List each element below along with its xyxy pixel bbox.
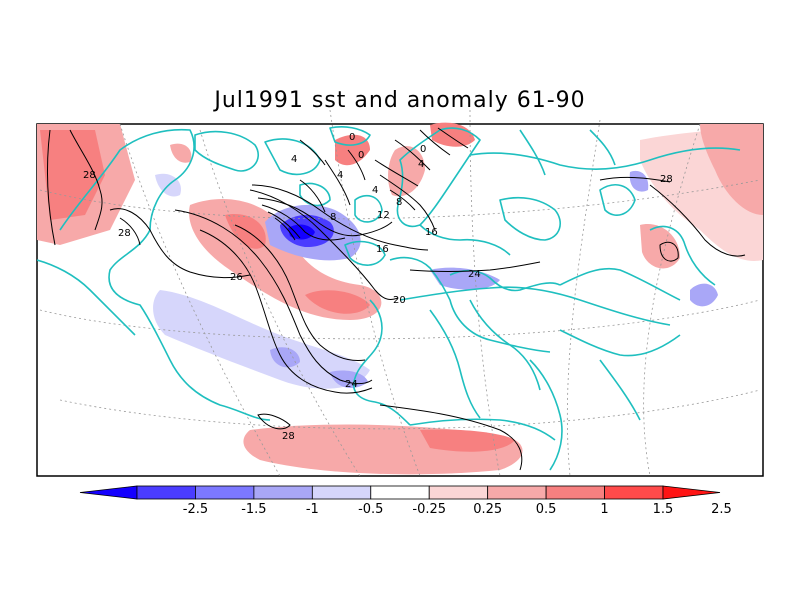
graticule: [39, 109, 761, 476]
contour-labels: 28 28 26 24 28 20 16 12 8 8 4 4 0 0 4 4 …: [83, 132, 673, 442]
colorbar-tick-label: 1: [600, 502, 608, 517]
anomaly-positive-region: [420, 429, 515, 452]
anomaly-positive-region: [388, 146, 425, 197]
contour-label: 4: [372, 185, 378, 196]
anomaly-positive-region: [430, 122, 475, 147]
colorbar-tick-label: -0.5: [358, 502, 383, 517]
colorbar-tick-label: -2.5: [183, 502, 208, 517]
colorbar-segment: [487, 485, 547, 500]
contour-label: 4: [418, 159, 424, 170]
colorbar-tick-label: 2.5: [711, 502, 732, 517]
colorbar-max-arrow: [662, 485, 721, 500]
colorbar-segment: [195, 485, 255, 500]
colorbar-segment: [428, 485, 489, 500]
contour-label: 28: [83, 170, 96, 181]
contour-label: 0: [349, 132, 355, 143]
colorbar-segment: [604, 485, 664, 500]
contour-label: 4: [291, 154, 297, 165]
colorbar-tick-label: 0.25: [473, 502, 502, 517]
anomaly-positive-region: [40, 130, 105, 220]
anomaly-negative-region: [270, 347, 300, 368]
anomaly-positive-region: [170, 143, 192, 163]
contour-label: 24: [345, 379, 358, 390]
contour-label: 24: [468, 269, 481, 280]
contour-label: 16: [425, 227, 438, 238]
sst-contours: [47, 127, 746, 471]
contour-label: 28: [118, 228, 131, 239]
anomaly-negative-region: [288, 224, 315, 240]
contour-label: 0: [420, 144, 426, 155]
contour-label: 28: [660, 174, 673, 185]
colorbar-tick-label: 0.5: [536, 502, 557, 517]
colorbar-segment: [545, 485, 605, 500]
contour-label: 16: [376, 244, 389, 255]
colorbar-segment: [370, 485, 430, 500]
colorbar: -2.5 -1.5 -1 -0.5 -0.25 0.25 0.5 1 1.5 2.5: [79, 485, 732, 517]
anomaly-fill: [37, 122, 763, 475]
colorbar-tick-label: -1: [306, 502, 319, 517]
anomaly-negative-region: [153, 290, 370, 389]
colorbar-segment: [311, 485, 372, 500]
colorbar-tick-label: 1.5: [653, 502, 674, 517]
map-layers: 28 28 26 24 28 20 16 12 8 8 4 4 0 0 4 4 …: [37, 109, 763, 476]
coastlines: [37, 126, 741, 471]
contour-label: 26: [230, 272, 243, 283]
colorbar-tick-label: -1.5: [241, 502, 266, 517]
anomaly-negative-region: [690, 283, 718, 307]
contour-label: 12: [377, 210, 390, 221]
contour-label: 20: [393, 295, 406, 306]
contour-label: 8: [330, 212, 336, 223]
anomaly-positive-region: [305, 290, 370, 314]
contour-label: 4: [337, 170, 343, 181]
contour-label: 0: [358, 150, 364, 161]
anomaly-positive-region: [700, 124, 763, 215]
anomaly-negative-region: [629, 170, 649, 192]
colorbar-segment: [253, 485, 313, 500]
anomaly-positive-region: [225, 214, 266, 249]
colorbar-segment: [136, 485, 196, 500]
colorbar-tick-label: -0.25: [412, 502, 446, 517]
colorbar-min-arrow: [79, 485, 138, 500]
contour-label: 28: [282, 431, 295, 442]
map-title: Jul1991 sst and anomaly 61-90: [214, 88, 586, 113]
contour-label: 8: [396, 197, 402, 208]
